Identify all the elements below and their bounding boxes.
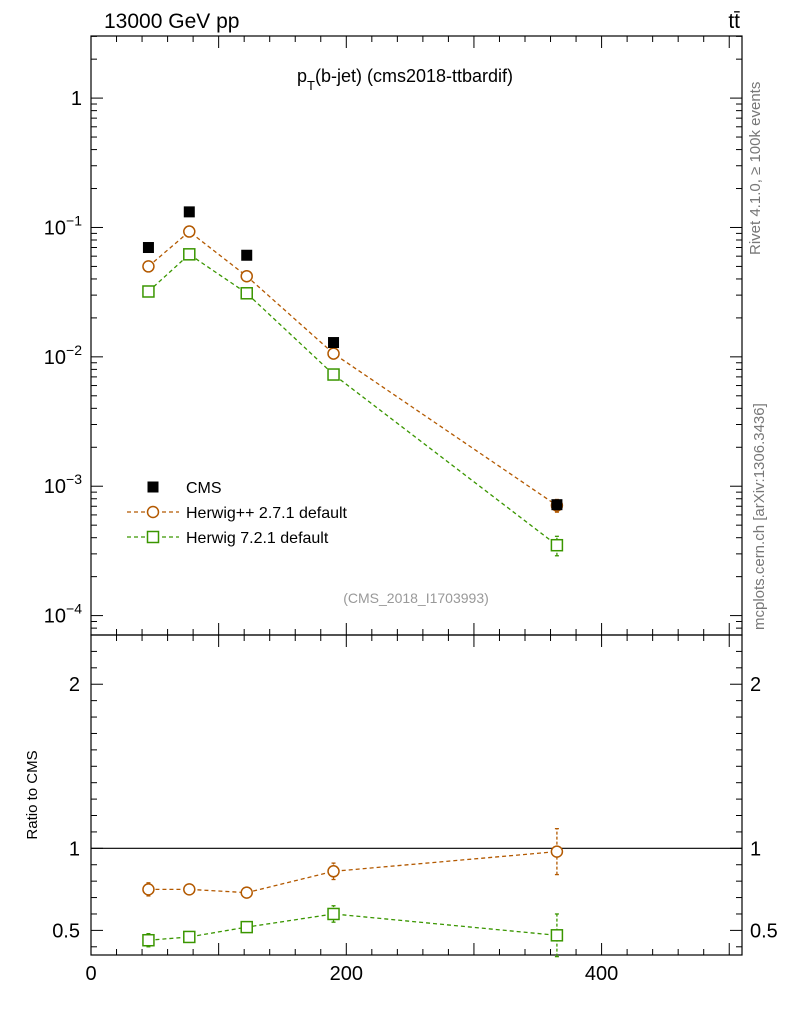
y-tick-label: 1 bbox=[71, 88, 82, 110]
ratio-y-tick-label-right: 2 bbox=[750, 674, 761, 696]
plot-title: pT(b-jet) (cms2018-ttbardif) bbox=[297, 66, 513, 93]
y-tick-label: 10−1 bbox=[44, 212, 82, 239]
energy-label: 13000 GeV pp bbox=[104, 10, 239, 33]
ratio-y-tick-label: 0.5 bbox=[52, 920, 80, 942]
herwigpp-marker bbox=[142, 883, 155, 896]
herwig7-marker bbox=[142, 933, 155, 947]
ratio-ylabel: Ratio to CMS bbox=[24, 750, 41, 839]
y-tick-label-base: 10 bbox=[44, 606, 66, 628]
herwig7-marker bbox=[327, 907, 340, 921]
data-marker bbox=[142, 242, 154, 254]
y-tick-label-base: 10 bbox=[44, 476, 66, 498]
y-tick-label-exponent: −3 bbox=[66, 471, 82, 487]
main-axis-ticks: 110−110−210−310−4 bbox=[44, 35, 742, 635]
data-marker bbox=[241, 249, 253, 261]
herwig7-marker bbox=[142, 285, 155, 298]
herwigpp-marker bbox=[146, 505, 160, 519]
herwigpp-marker bbox=[240, 269, 253, 283]
herwigpp-marker bbox=[183, 225, 196, 238]
x-tick-label: 200 bbox=[330, 963, 363, 985]
x-tick-label: 400 bbox=[585, 963, 618, 985]
data-marker bbox=[551, 499, 563, 511]
legend-label: Herwig++ 2.7.1 default bbox=[186, 505, 348, 522]
ratio-panel: 0.5 0.5 1 1 2 2 0 200 400 Ratio to CMS bbox=[24, 634, 778, 985]
y-tick-label-exponent: −2 bbox=[66, 342, 82, 358]
data-marker bbox=[328, 337, 340, 349]
herwig7-marker bbox=[240, 920, 253, 934]
y-tick-label: 10−3 bbox=[44, 471, 82, 498]
herwig7-marker bbox=[550, 538, 564, 552]
herwig7-line bbox=[148, 253, 558, 546]
herwigpp-marker bbox=[327, 347, 340, 360]
herwig7-ratio-line bbox=[148, 913, 557, 941]
ratio-y-tick-label-right: 1 bbox=[750, 838, 761, 860]
main-series-layer bbox=[142, 206, 564, 557]
title-subscript: T bbox=[307, 78, 315, 93]
ratio-axis-ticks: 0.5 0.5 1 1 2 2 0 200 400 bbox=[52, 634, 778, 985]
herwigpp-marker bbox=[240, 886, 253, 899]
herwig7-marker bbox=[183, 930, 196, 944]
herwigpp-ratio-line bbox=[148, 850, 557, 894]
y-tick-label-base: 1 bbox=[71, 88, 82, 110]
herwigpp-marker bbox=[550, 845, 564, 858]
title-main: p bbox=[297, 66, 307, 86]
herwigpp-marker bbox=[183, 883, 196, 896]
ratio-y-tick-label: 2 bbox=[69, 674, 80, 696]
legend-label: Herwig 7.2.1 default bbox=[186, 530, 329, 547]
y-tick-label-base: 10 bbox=[44, 347, 66, 369]
herwig7-marker bbox=[146, 530, 160, 544]
herwig7-marker bbox=[550, 929, 564, 942]
ratio-y-tick-label-right: 0.5 bbox=[750, 920, 778, 942]
herwig7-marker bbox=[327, 368, 340, 381]
y-tick-label-exponent: −4 bbox=[66, 601, 82, 617]
herwig7-marker bbox=[240, 287, 253, 300]
legend-label: CMS bbox=[186, 480, 222, 497]
y-tick-label: 10−2 bbox=[44, 342, 82, 369]
herwigpp-marker bbox=[142, 260, 155, 273]
ratio-frame bbox=[90, 634, 743, 956]
title-rest: (b-jet) (cms2018-ttbardif) bbox=[315, 66, 513, 86]
herwig7-marker bbox=[183, 248, 196, 261]
process-label: tt̄ bbox=[728, 10, 740, 33]
y-tick-label-base: 10 bbox=[44, 217, 66, 239]
herwigpp-line bbox=[148, 230, 558, 507]
data-marker bbox=[147, 481, 159, 493]
ratio-series-layer bbox=[142, 827, 564, 958]
analysis-id: (CMS_2018_I1703993) bbox=[343, 590, 489, 606]
x-tick-label: 0 bbox=[85, 963, 96, 985]
rivet-side-label: Rivet 4.1.0, ≥ 100k events bbox=[747, 82, 764, 255]
plot-header: 13000 GeV pp tt̄ pT(b-jet) (cms2018-ttba… bbox=[104, 10, 768, 630]
ratio-y-tick-label: 1 bbox=[69, 838, 80, 860]
data-marker bbox=[183, 206, 195, 218]
y-tick-label: 10−4 bbox=[44, 601, 82, 628]
legend: CMS Herwig++ 2.7.1 default Herwig 7.2.1 de… bbox=[127, 480, 348, 547]
mcplots-side-label: mcplots.cern.ch [arXiv:1306.3436] bbox=[751, 403, 768, 630]
herwigpp-marker bbox=[327, 865, 340, 878]
y-tick-label-exponent: −1 bbox=[66, 212, 82, 228]
